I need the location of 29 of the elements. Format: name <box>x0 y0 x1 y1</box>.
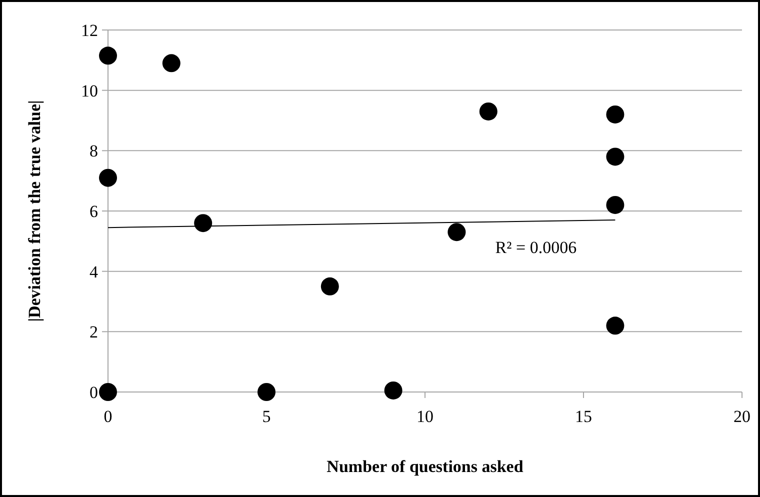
x-tick-label: 5 <box>262 407 271 426</box>
y-tick-label: 0 <box>90 382 98 402</box>
x-tick-label: 15 <box>575 407 592 426</box>
y-tick-label: 8 <box>90 142 98 161</box>
point <box>606 316 624 335</box>
point <box>99 383 117 401</box>
y-tick-label: 4 <box>90 262 98 282</box>
point <box>606 105 624 124</box>
x-axis-title: Number of questions asked <box>326 457 524 476</box>
point <box>606 148 624 166</box>
y-tick-label: 12 <box>81 20 98 40</box>
point <box>99 46 117 65</box>
y-axis-title: |Deviation from the true value| <box>25 100 44 322</box>
point <box>258 383 276 401</box>
point <box>448 223 466 242</box>
point <box>479 102 498 120</box>
point <box>320 277 339 296</box>
point <box>162 54 180 72</box>
annotation: R² = 0.0006 <box>495 238 577 258</box>
y-tick-label: 10 <box>81 81 98 100</box>
point <box>606 196 624 214</box>
x-tick-label: 20 <box>734 407 750 426</box>
point <box>99 168 117 187</box>
x-tick-label: 0 <box>104 407 112 426</box>
point <box>384 381 402 400</box>
point <box>194 214 212 232</box>
y-tick-label: 2 <box>90 322 98 342</box>
x-tick-label: 10 <box>416 407 434 426</box>
y-tick-label: 6 <box>90 202 98 221</box>
